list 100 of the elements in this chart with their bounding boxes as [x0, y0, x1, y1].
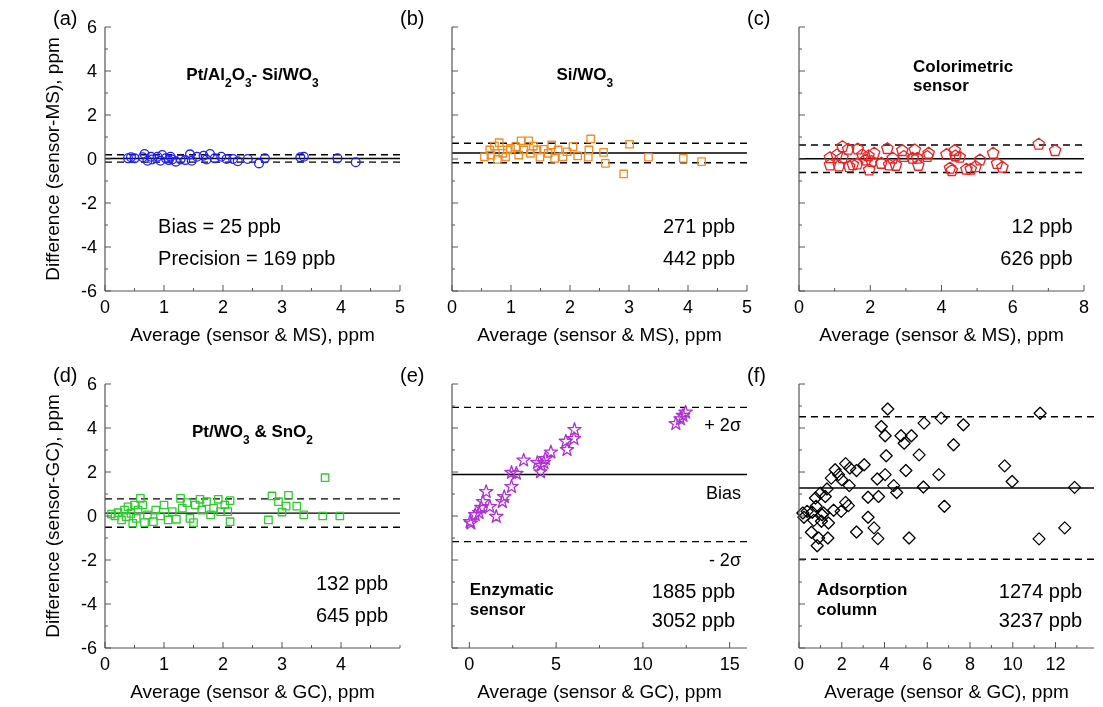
point — [190, 500, 200, 510]
point — [126, 509, 136, 518]
x-tick-label: 0 — [446, 297, 458, 317]
annotation: Pt/Al$_{2}$O$_{3}$- Si/WO$_{3}$ — [186, 64, 320, 90]
point — [543, 148, 553, 158]
y-tick-label: 2 — [86, 462, 97, 482]
x-tick-label: 3 — [623, 297, 635, 317]
point — [277, 507, 287, 517]
point — [874, 156, 888, 169]
point — [865, 154, 879, 167]
point — [281, 501, 291, 511]
point — [225, 496, 235, 505]
point — [550, 153, 560, 163]
x-tick-label: 6 — [1007, 297, 1018, 317]
point — [568, 142, 578, 152]
point — [841, 142, 855, 155]
point — [1048, 143, 1062, 157]
point — [496, 489, 512, 504]
point — [318, 511, 328, 521]
point — [475, 494, 491, 509]
point — [584, 145, 594, 155]
point — [529, 141, 538, 151]
point — [566, 431, 582, 446]
point — [862, 163, 876, 176]
point — [990, 156, 1004, 170]
point — [225, 517, 235, 527]
x-tick-label: 10 — [632, 654, 653, 674]
annotation: 1885 ppb — [651, 579, 736, 602]
y-axis-title: Difference (sensor-MS), ppm — [42, 37, 63, 281]
y-tick-label: -4 — [80, 594, 97, 614]
point — [678, 153, 688, 163]
x-tick-label: 4 — [682, 297, 694, 317]
point — [823, 158, 837, 171]
x-tick-label: 15 — [719, 654, 740, 674]
x-tick-label: 0 — [464, 654, 475, 674]
x-tick-label: 5 — [741, 297, 753, 317]
y-tick-label: 4 — [86, 61, 97, 81]
point — [130, 500, 139, 510]
x-tick-label: 4 — [335, 297, 347, 317]
x-axis-title: Average (sensor & GC), ppm — [130, 681, 375, 702]
point — [678, 404, 693, 419]
point — [267, 491, 277, 501]
point — [494, 138, 504, 148]
annotation: 12 ppb — [1011, 214, 1073, 237]
x-tick-label: 2 — [836, 654, 847, 674]
point — [867, 146, 881, 159]
point — [973, 153, 987, 166]
point — [504, 465, 519, 479]
point — [586, 134, 596, 144]
point — [910, 151, 924, 164]
point — [948, 143, 962, 157]
x-tick-label: 10 — [1002, 654, 1023, 674]
point — [697, 157, 706, 166]
y-tick-label: 4 — [86, 418, 97, 438]
point — [264, 515, 273, 525]
x-axis-title: Average (sensor & MS), ppm — [819, 324, 1064, 345]
y-tick-label: 0 — [86, 149, 97, 169]
point — [832, 159, 846, 172]
point — [149, 517, 158, 527]
point — [506, 144, 515, 153]
point — [986, 146, 1000, 159]
point — [547, 140, 557, 150]
point — [601, 159, 610, 168]
point — [842, 160, 856, 173]
point — [172, 514, 181, 524]
x-tick-label: 1 — [158, 297, 170, 317]
point — [519, 145, 529, 155]
point — [911, 158, 925, 171]
point — [136, 494, 145, 503]
point — [889, 158, 903, 171]
point — [501, 152, 511, 162]
ref-line-label: Bias — [705, 482, 741, 503]
x-tick-label: 0 — [99, 297, 111, 317]
x-tick-label: 12 — [1045, 654, 1066, 674]
point — [495, 494, 510, 509]
annotation: 3237 ppb — [998, 608, 1083, 631]
point — [539, 144, 548, 154]
x-tick-label: 4 — [936, 297, 947, 317]
x-tick-label: 5 — [394, 297, 406, 317]
point — [121, 512, 131, 522]
point — [543, 444, 559, 459]
annotation: 626 ppb — [1000, 246, 1073, 269]
point — [128, 518, 138, 528]
y-tick-label: -2 — [80, 193, 97, 213]
point — [182, 498, 192, 507]
point — [851, 142, 865, 155]
x-tick-label: 2 — [217, 297, 229, 317]
annotation: Bias = 25 ppb — [158, 214, 281, 237]
point — [159, 500, 169, 510]
point — [960, 162, 973, 175]
point — [320, 473, 330, 483]
point — [498, 148, 508, 158]
point — [167, 507, 177, 516]
annotation: Si/WO$_{3}$ — [556, 64, 614, 90]
annotation: (e) — [400, 364, 425, 386]
point — [292, 501, 302, 511]
point — [533, 464, 548, 479]
point — [940, 147, 953, 161]
point — [213, 494, 223, 504]
point — [480, 152, 489, 162]
